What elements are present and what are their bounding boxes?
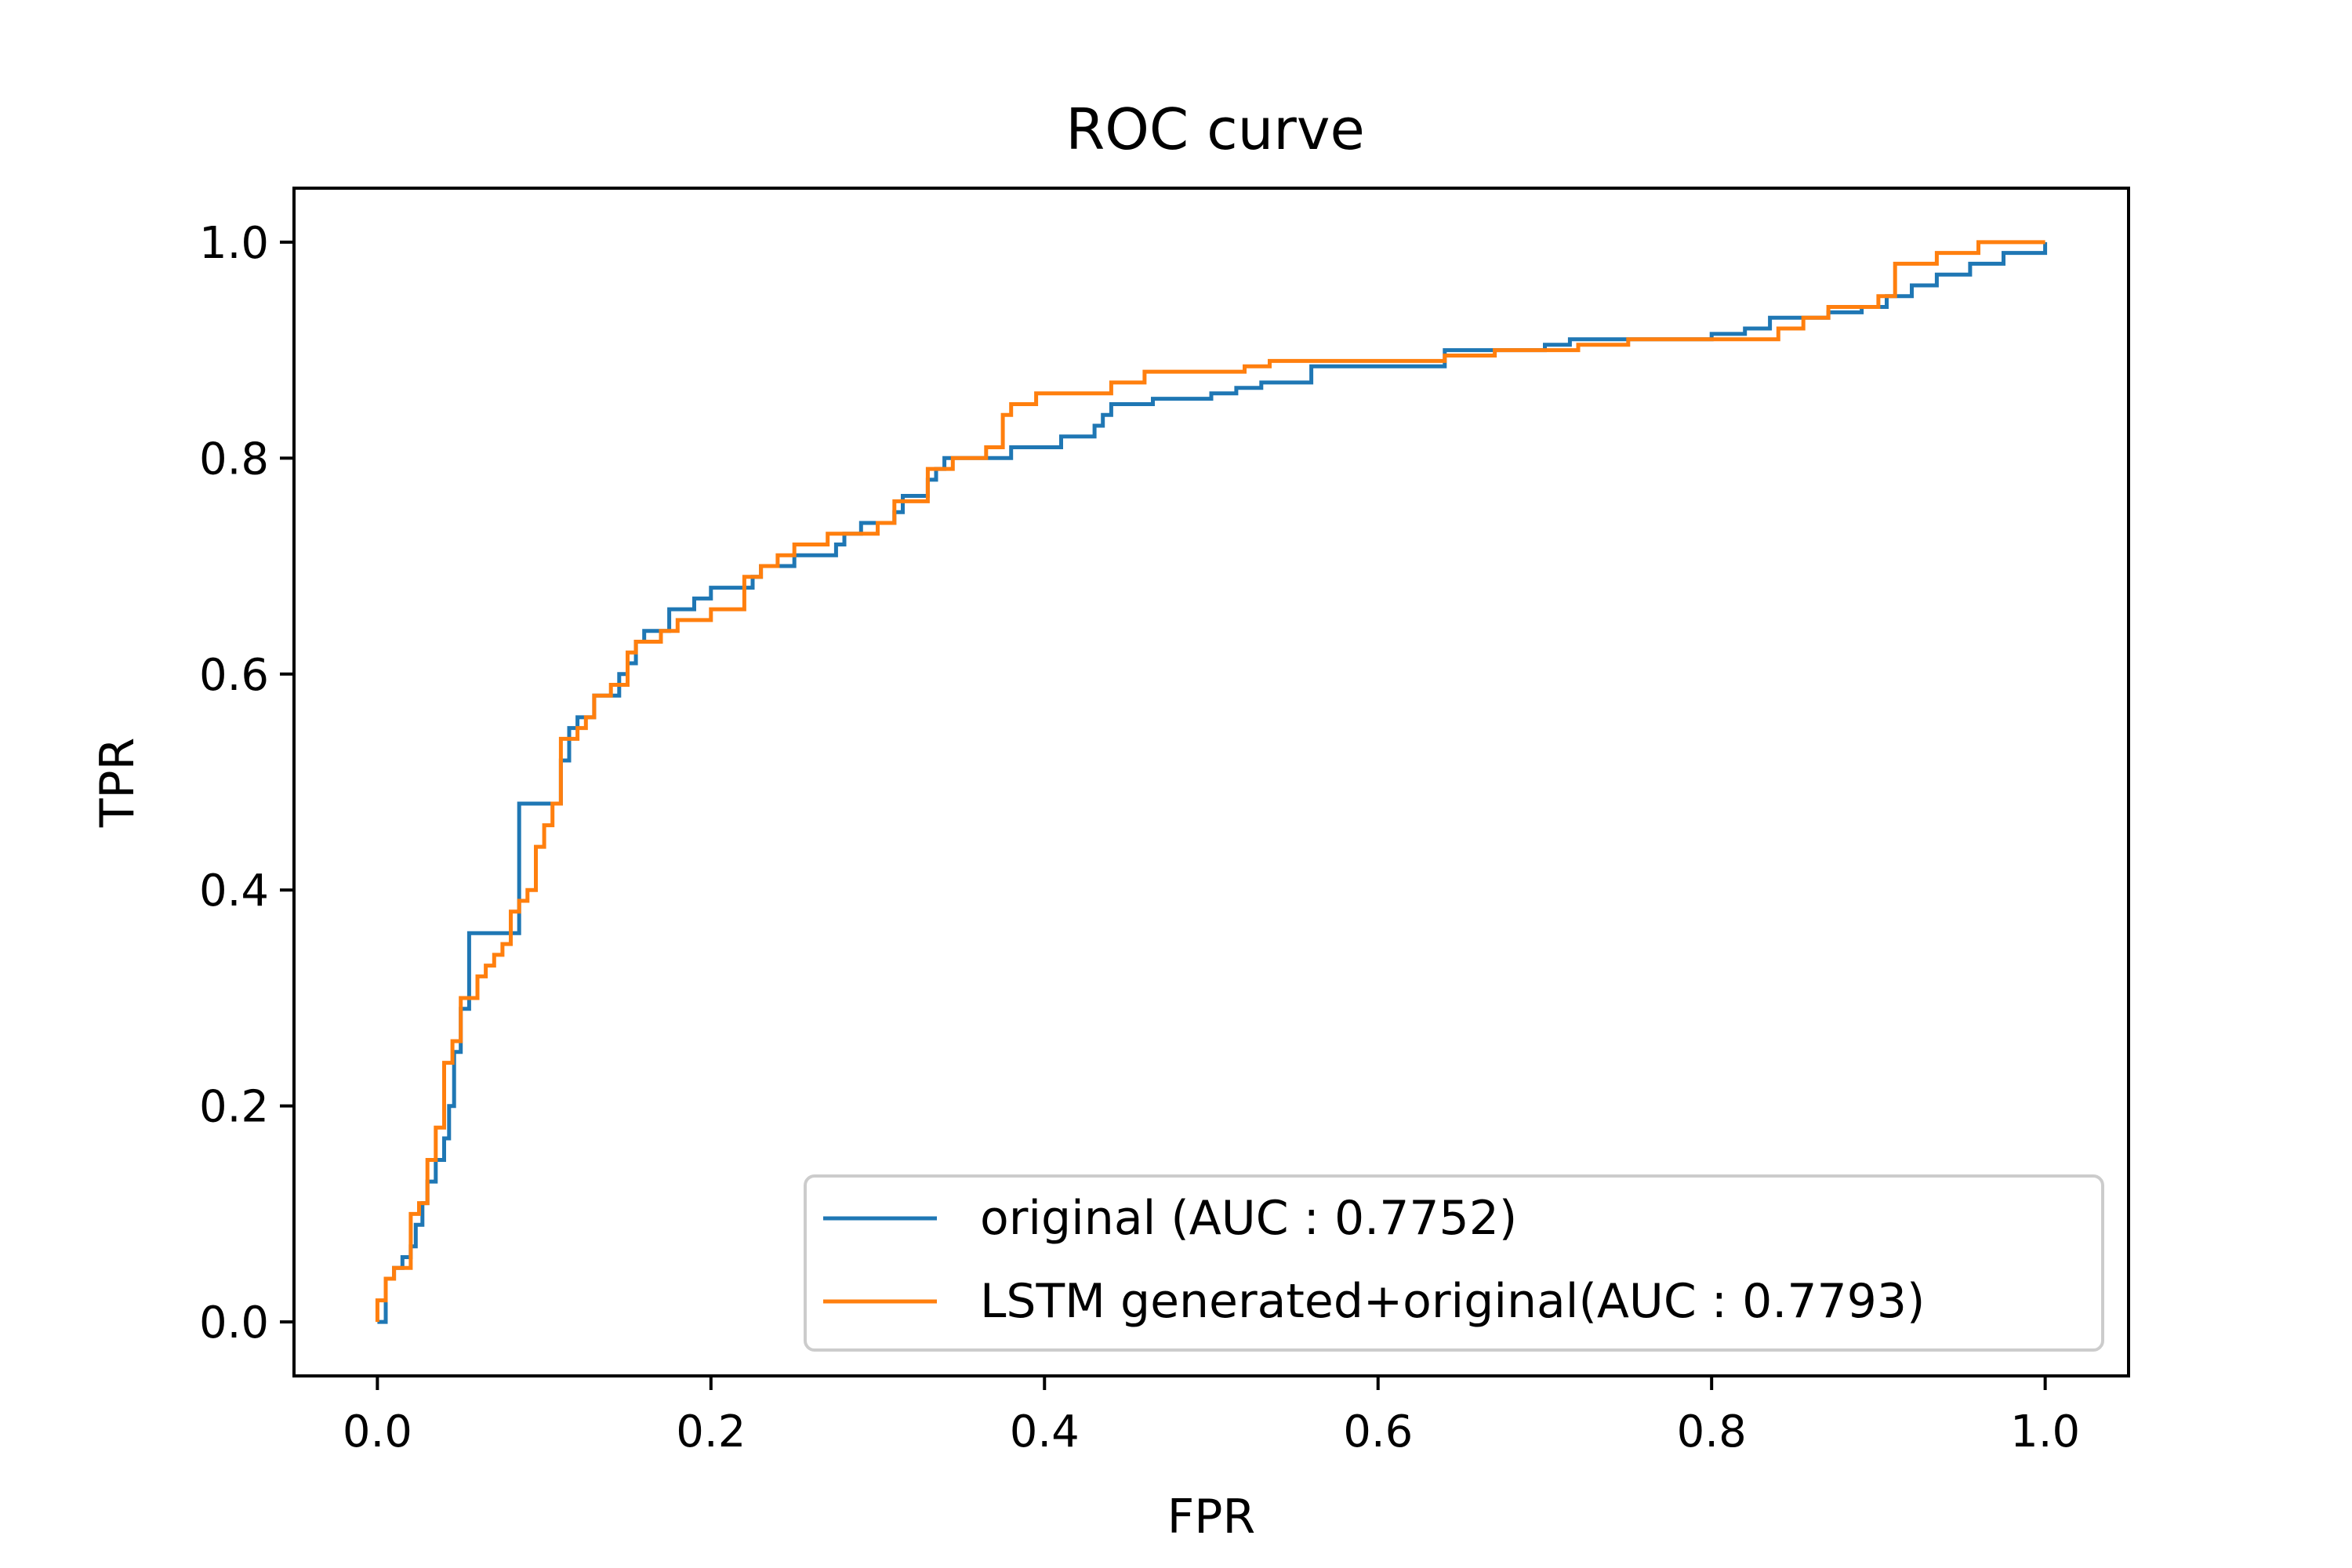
y-tick-label: 0.6 <box>199 650 269 701</box>
plot-frame <box>292 187 2130 1377</box>
x-tick-label: 0.0 <box>343 1406 412 1457</box>
series-layer <box>375 240 2048 1324</box>
x-tick-label: 1.0 <box>2010 1406 2080 1457</box>
x-tick-label: 0.6 <box>1343 1406 1413 1457</box>
legend-box <box>804 1174 2104 1352</box>
x-tick-label: 0.4 <box>1010 1406 1080 1457</box>
legend-label-lstm: LSTM generated+original(AUC : 0.7793) <box>980 1274 1925 1329</box>
y-tick-label: 1.0 <box>199 218 269 269</box>
legend-label-original: original (AUC : 0.7752) <box>980 1191 1517 1246</box>
y-axis: 0.0 0.2 0.4 0.6 0.8 1.0 <box>199 218 294 1348</box>
x-tick-label: 0.8 <box>1677 1406 1747 1457</box>
x-axis: 0.0 0.2 0.4 0.6 0.8 1.0 <box>343 1376 2080 1457</box>
y-tick-label: 0.8 <box>199 434 269 485</box>
y-tick-label: 0.0 <box>199 1298 269 1348</box>
y-tick-label: 0.4 <box>199 866 269 916</box>
x-axis-title: FPR <box>1167 1490 1255 1544</box>
y-axis-title: TPR <box>90 738 145 829</box>
legend: original (AUC : 0.7752) LSTM generated+o… <box>804 1174 2104 1352</box>
y-tick-label: 0.2 <box>199 1082 269 1133</box>
series-line-1 <box>375 240 2045 1323</box>
chart-title: ROC curve <box>1065 96 1365 162</box>
x-tick-label: 0.2 <box>676 1406 746 1457</box>
